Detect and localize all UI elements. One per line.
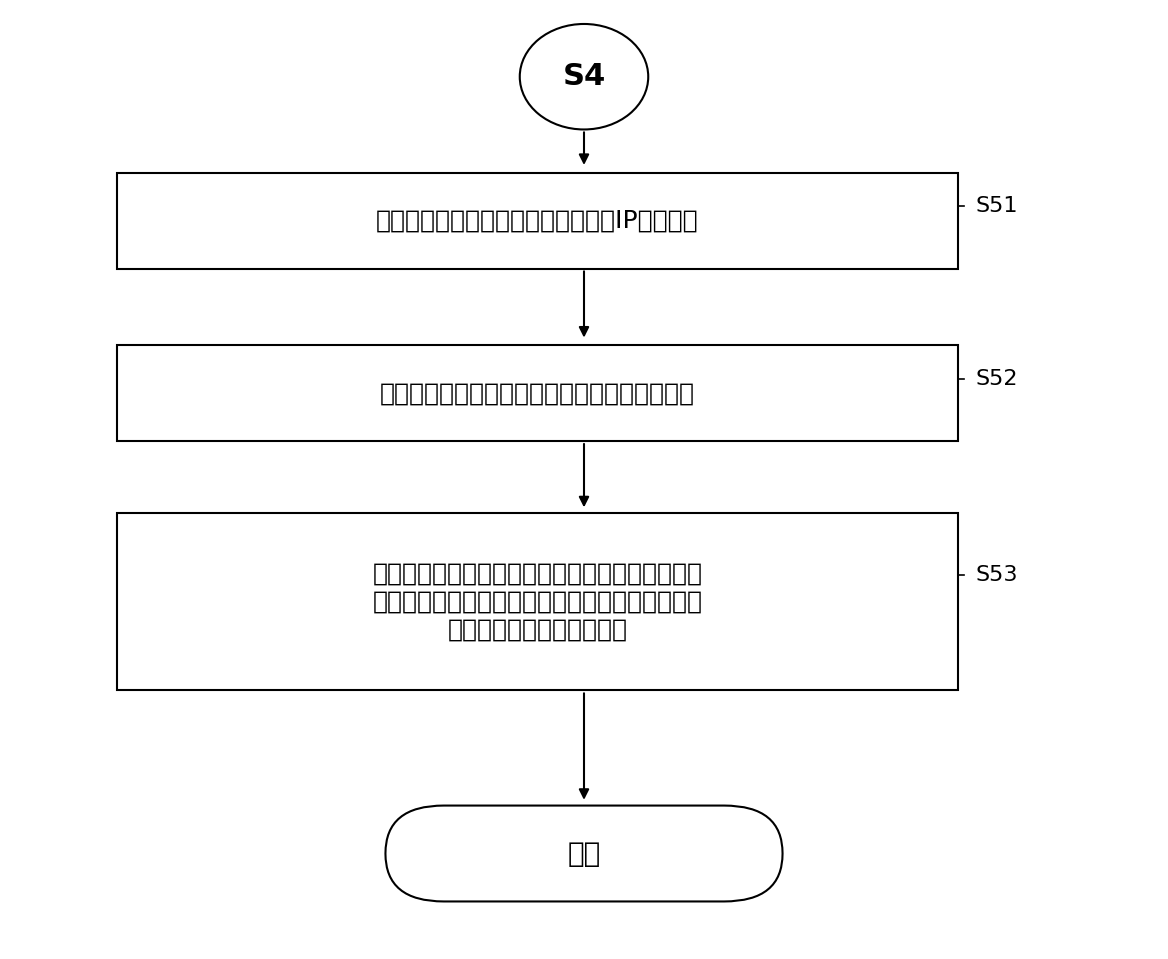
- Text: S51: S51: [975, 197, 1017, 216]
- Text: 结束: 结束: [568, 839, 600, 868]
- Text: 为多播组指定核心路由器，并获取其IP单播地址: 为多播组指定核心路由器，并获取其IP单播地址: [376, 208, 698, 233]
- Text: S52: S52: [975, 369, 1017, 388]
- FancyBboxPatch shape: [117, 173, 958, 269]
- FancyBboxPatch shape: [117, 513, 958, 690]
- Text: S53: S53: [975, 566, 1017, 585]
- FancyBboxPatch shape: [385, 806, 783, 901]
- Text: S4: S4: [562, 62, 606, 91]
- FancyBboxPatch shape: [117, 345, 958, 441]
- Text: 将核心路由器作为根节点，创建多播组的转发树: 将核心路由器作为根节点，创建多播组的转发树: [380, 381, 695, 406]
- Text: 当转发树中的任意一个路由器向核心路由器发送数
据报时，通过核心路由器与该路由器之间的每个中
间路由器对数据报进行处理: 当转发树中的任意一个路由器向核心路由器发送数 据报时，通过核心路由器与该路由器之…: [373, 562, 702, 642]
